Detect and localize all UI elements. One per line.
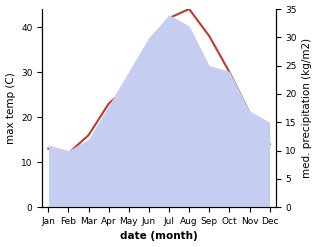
Y-axis label: med. precipitation (kg/m2): med. precipitation (kg/m2) bbox=[302, 38, 313, 178]
Y-axis label: max temp (C): max temp (C) bbox=[5, 72, 16, 144]
X-axis label: date (month): date (month) bbox=[120, 231, 198, 242]
